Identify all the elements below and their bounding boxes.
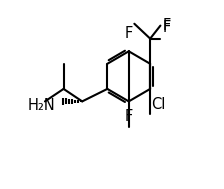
Text: Cl: Cl: [151, 97, 166, 112]
Text: F: F: [124, 26, 132, 41]
Text: F: F: [162, 18, 170, 33]
Text: F: F: [162, 20, 170, 35]
Text: H₂N: H₂N: [28, 98, 55, 113]
Text: F: F: [125, 109, 133, 124]
